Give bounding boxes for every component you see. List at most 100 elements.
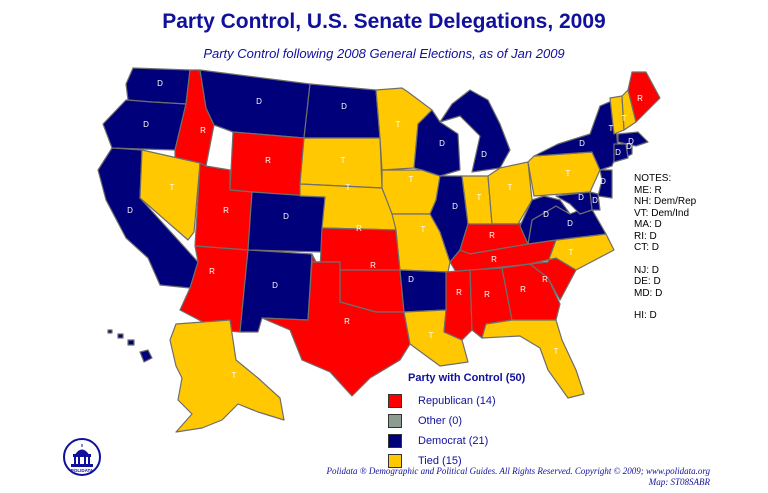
legend-item-tied: Tied (15) — [388, 451, 525, 471]
state-label-fl: T — [554, 347, 559, 356]
note-line: VT: Dem/Ind — [634, 207, 690, 219]
state-label-de: D — [592, 196, 598, 205]
state-label-wi: D — [439, 139, 445, 148]
legend-swatch — [388, 414, 402, 428]
state-label-ma: D — [628, 137, 634, 146]
logo-text: POLIDATA — [71, 468, 94, 473]
state-wv — [519, 195, 571, 245]
state-label-nd: D — [341, 102, 347, 111]
state-label-wv: D — [543, 210, 549, 219]
state-label-ok: R — [370, 261, 376, 270]
legend-swatch — [388, 454, 402, 468]
state-label-wy: R — [265, 156, 271, 165]
state-label-nh: T — [622, 114, 627, 123]
state-label-la: T — [429, 331, 434, 340]
state-label-nv: T — [170, 183, 175, 192]
state-label-ne: T — [346, 183, 351, 192]
polidata-capitol-logo: POLIDATA — [63, 438, 101, 476]
notes-panel: NOTES: ME: R NH: Dem/Rep VT: Dem/Ind MA:… — [634, 173, 696, 322]
state-label-vt: T — [609, 124, 614, 133]
state-co — [247, 191, 326, 253]
state-label-sc: R — [542, 275, 548, 284]
state-nj — [597, 169, 613, 199]
state-label-nj: D — [600, 177, 606, 186]
note-line: ME: R — [634, 184, 662, 196]
copyright-footer: Polidata ® Demographic and Political Gui… — [327, 466, 710, 488]
note-line: DE: D — [634, 276, 661, 287]
state-label-ar: D — [408, 275, 414, 284]
note-line: NJ: D — [634, 264, 659, 276]
state-label-ia: T — [409, 175, 414, 184]
state-label-mt: D — [256, 97, 262, 106]
state-label-nc: T — [569, 248, 574, 257]
legend-title: Party with Control (50) — [408, 372, 526, 384]
legend-item-democrat: Democrat (21) — [388, 431, 525, 451]
state-label-ms: R — [456, 288, 462, 297]
state-label-or: D — [143, 120, 149, 129]
state-fl — [481, 319, 585, 399]
state-pa — [527, 151, 601, 197]
state-label-tn: R — [491, 255, 497, 264]
map-title: Party Control, U.S. Senate Delegations, … — [162, 10, 606, 33]
state-label-ky: R — [489, 231, 495, 240]
state-label-tx: R — [344, 317, 350, 326]
state-ma — [617, 131, 649, 147]
state-label-va: D — [567, 219, 573, 228]
note-line: RI: D — [634, 230, 657, 242]
state-ri — [625, 143, 633, 157]
state-mi — [439, 89, 511, 173]
state-label-id: R — [200, 126, 206, 135]
state-label-ut: R — [223, 206, 229, 215]
state-label-ak: T — [232, 371, 237, 380]
state-wi — [413, 109, 461, 177]
legend-label: Democrat (21) — [418, 435, 489, 447]
state-label-ny: D — [579, 139, 585, 148]
state-label-al: R — [484, 290, 490, 299]
state-label-hi: D — [145, 361, 151, 370]
state-label-mo: T — [421, 225, 426, 234]
state-ct — [613, 143, 629, 163]
state-label-ks: R — [356, 224, 362, 233]
legend-item-republican: Republican (14) — [388, 391, 525, 411]
state-mt — [199, 69, 311, 139]
legend-swatch — [388, 394, 402, 408]
state-label-me: R — [637, 94, 643, 103]
state-label-il: D — [452, 202, 458, 211]
state-label-co: D — [283, 212, 289, 221]
state-label-wa: D — [157, 79, 163, 88]
state-label-pa: T — [566, 169, 571, 178]
map-id-line: Map: ST08SABR — [648, 477, 710, 487]
state-hi — [107, 329, 153, 363]
state-md — [555, 191, 593, 215]
state-nv — [139, 149, 201, 241]
note-line: MD: D — [634, 287, 663, 299]
state-label-oh: T — [508, 183, 513, 192]
state-label-mn: T — [396, 120, 401, 129]
state-nd — [303, 83, 381, 139]
note-line: CT: D — [634, 242, 659, 253]
state-label-ca: D — [127, 206, 133, 215]
map-subtitle: Party Control following 2008 General Ele… — [203, 46, 565, 61]
state-label-in: T — [477, 193, 482, 202]
state-label-ri: D — [626, 142, 632, 151]
legend-item-other: Other (0) — [388, 411, 525, 431]
state-label-md: D — [578, 193, 584, 202]
note-line: NH: Dem/Rep — [634, 196, 697, 207]
states-layer — [97, 67, 661, 433]
state-me — [627, 71, 661, 123]
state-ms — [443, 269, 473, 341]
note-line: MA: D — [634, 219, 662, 230]
legend-label: Tied (15) — [418, 455, 462, 467]
state-label-nm: D — [272, 281, 278, 290]
state-label-ct: D — [615, 148, 621, 157]
state-label-mi: D — [481, 150, 487, 159]
state-label-ga: R — [520, 285, 526, 294]
note-line: HI: D — [634, 310, 657, 321]
state-ak — [169, 319, 285, 433]
state-label-az: R — [209, 267, 215, 276]
legend-label: Other (0) — [418, 415, 463, 427]
legend-label: Republican (14) — [418, 395, 496, 407]
state-label-sd: T — [341, 156, 346, 165]
